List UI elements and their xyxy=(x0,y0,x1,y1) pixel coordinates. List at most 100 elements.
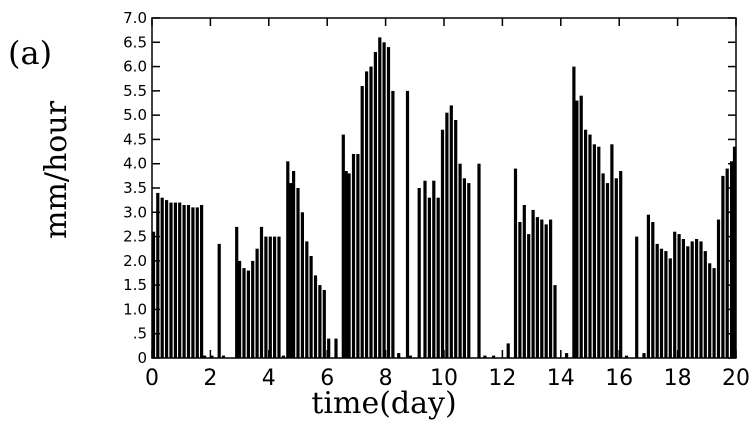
bar xyxy=(378,37,382,359)
bar xyxy=(259,226,264,358)
bar xyxy=(313,275,318,358)
bar xyxy=(716,219,721,358)
bar xyxy=(624,355,629,358)
bar xyxy=(221,355,226,358)
bar xyxy=(397,353,401,358)
y-tick-label: 4.5 xyxy=(123,130,147,148)
bar xyxy=(268,236,272,358)
bar xyxy=(588,134,592,358)
y-tick-label: 6.5 xyxy=(123,33,147,51)
bar xyxy=(655,243,659,358)
bar xyxy=(449,105,453,359)
y-tick-label: 0 xyxy=(137,349,147,367)
bar xyxy=(217,243,221,358)
y-tick-label: 1.0 xyxy=(123,300,147,318)
bar xyxy=(549,219,553,358)
x-tick-label: 0 xyxy=(145,366,159,391)
bar xyxy=(151,231,156,358)
x-tick-label: 10 xyxy=(430,366,458,391)
bar xyxy=(246,270,250,358)
bar xyxy=(467,183,471,358)
bar xyxy=(597,146,601,358)
bar xyxy=(360,86,364,358)
bar xyxy=(156,192,160,358)
y-tick-label: 3.0 xyxy=(123,203,147,221)
y-tick-label: 6.0 xyxy=(123,58,147,76)
bar xyxy=(408,355,412,358)
bar xyxy=(160,197,164,358)
bar xyxy=(605,183,610,358)
bar xyxy=(575,100,579,358)
bar xyxy=(527,234,531,358)
bar xyxy=(565,353,569,358)
x-tick-label: 6 xyxy=(320,366,334,391)
bar xyxy=(182,205,186,358)
bar xyxy=(492,355,496,358)
bar xyxy=(677,234,681,358)
bar xyxy=(681,239,685,358)
bar xyxy=(305,241,309,358)
bar xyxy=(405,90,410,359)
bars-layer xyxy=(151,37,737,359)
bar xyxy=(635,236,639,358)
bar xyxy=(601,173,605,358)
bar xyxy=(191,207,195,358)
bar xyxy=(540,219,544,358)
bar xyxy=(522,205,526,358)
bar xyxy=(195,207,199,358)
bar xyxy=(432,180,436,358)
bar xyxy=(273,236,277,358)
y-tick-label: .5 xyxy=(133,325,147,343)
bar xyxy=(454,120,458,358)
x-tick-label: 18 xyxy=(664,366,692,391)
bar xyxy=(725,168,729,358)
bar xyxy=(296,188,300,358)
bar xyxy=(292,171,296,358)
bar xyxy=(703,251,707,358)
bar xyxy=(659,248,664,358)
bar xyxy=(690,241,694,358)
bar xyxy=(165,200,169,358)
bar xyxy=(251,260,255,358)
bar xyxy=(553,285,557,358)
bar xyxy=(186,205,191,358)
bar xyxy=(322,290,326,358)
y-tick-label: 5.0 xyxy=(123,106,147,124)
bar xyxy=(712,268,716,358)
bar xyxy=(264,236,268,358)
bar xyxy=(369,66,373,358)
bar xyxy=(277,236,281,358)
bar xyxy=(289,183,293,358)
bar xyxy=(651,222,655,358)
bar xyxy=(210,355,214,358)
x-axis-title: time(day) xyxy=(311,386,456,421)
bar xyxy=(531,209,535,358)
bar xyxy=(642,353,646,358)
bar xyxy=(518,222,522,358)
bar xyxy=(579,95,583,358)
bar xyxy=(699,241,703,358)
bar xyxy=(242,268,246,358)
bar xyxy=(614,178,618,358)
bar xyxy=(584,129,588,358)
bar xyxy=(427,197,431,358)
y-tick-label: 4.0 xyxy=(123,155,147,173)
bar xyxy=(646,214,650,358)
bar xyxy=(327,338,331,358)
panel-label: (a) xyxy=(8,34,52,72)
y-axis-title: mm/hour xyxy=(39,100,74,239)
y-axis: 0 .5 1.0 1.5 2.0 2.5 3.0 3.5 4.0 4.5 5.0 5.5 6.0 6.5 7… xyxy=(123,9,736,367)
x-tick-label: 2 xyxy=(203,366,217,391)
bar xyxy=(300,212,304,358)
bar xyxy=(281,355,285,358)
bar xyxy=(235,226,239,358)
bar xyxy=(506,343,510,358)
bar xyxy=(458,163,462,358)
bar xyxy=(169,202,173,358)
bar xyxy=(203,355,207,358)
bar xyxy=(238,260,242,358)
y-tick-label: 3.5 xyxy=(123,179,147,197)
bar xyxy=(619,171,623,358)
bar xyxy=(673,231,677,358)
